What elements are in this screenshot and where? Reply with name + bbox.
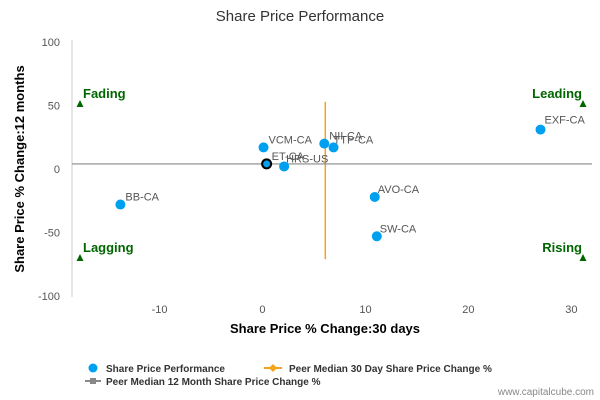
data-point-label: NII-CA — [329, 131, 363, 143]
x-tick-label: -10 — [152, 304, 168, 316]
data-point-nii-ca — [319, 138, 330, 149]
data-point-et-ca — [261, 158, 272, 169]
quadrant-marker-icon — [579, 254, 587, 261]
legend-label: Peer Median 30 Day Share Price Change % — [289, 364, 492, 375]
quadrant-label-rising: Rising — [542, 240, 582, 255]
subject-company-marker — [261, 158, 273, 170]
chart-legend: Share Price Performance Peer Median 30 Da… — [85, 363, 492, 388]
x-tick-label: 30 — [565, 304, 577, 316]
x-axis-title: Share Price % Change:30 days — [230, 321, 420, 336]
data-point-sw-ca — [371, 231, 382, 242]
data-point-label: BB-CA — [125, 192, 159, 204]
credit-text: www.capitalcube.com — [497, 387, 594, 398]
data-point-label: HRS-US — [286, 153, 328, 165]
y-tick-label: -100 — [38, 291, 60, 303]
data-point-exf-ca — [535, 124, 546, 135]
legend-square-icon — [90, 378, 96, 384]
data-point-label: VCM-CA — [269, 134, 313, 146]
quadrant-labels: Fading Leading Lagging Rising — [76, 86, 587, 261]
legend-label: Peer Median 12 Month Share Price Change … — [106, 377, 321, 388]
quadrant-marker-icon — [579, 100, 587, 107]
quadrant-label-leading: Leading — [532, 86, 582, 101]
data-point-label: ET-CA — [272, 151, 305, 163]
x-tick-labels: -10 0 10 20 30 — [152, 304, 578, 316]
data-point-hrs-us — [279, 161, 290, 172]
legend-dot-icon — [88, 363, 98, 373]
data-point-label: EXF-CA — [545, 115, 586, 127]
legend-diamond-icon — [269, 364, 277, 372]
y-axis-title: Share Price % Change:12 months — [12, 65, 27, 272]
data-point-label: SW-CA — [380, 223, 417, 235]
data-point-vcm-ca — [258, 142, 269, 153]
quadrant-label-fading: Fading — [83, 86, 126, 101]
legend-label: Share Price Performance — [106, 364, 225, 375]
quadrant-marker-icon — [76, 100, 84, 107]
data-point-label: TTP-CA — [334, 134, 374, 146]
y-tick-label: 100 — [42, 37, 60, 49]
quadrant-marker-icon — [76, 254, 84, 261]
data-point-avo-ca — [369, 191, 380, 202]
data-point-bb-ca — [115, 199, 126, 210]
y-tick-label: 0 — [54, 164, 60, 176]
x-tick-label: 0 — [259, 304, 265, 316]
chart-title: Share Price Performance — [216, 8, 384, 25]
data-point-ttp-ca — [328, 142, 339, 153]
reference-lines — [72, 101, 592, 260]
x-tick-label: 10 — [359, 304, 371, 316]
y-tick-labels: -100 -50 0 50 100 — [38, 37, 60, 303]
y-tick-label: 50 — [48, 101, 60, 113]
data-point-label: AVO-CA — [378, 184, 420, 196]
quadrant-label-lagging: Lagging — [83, 240, 134, 255]
x-tick-label: 20 — [462, 304, 474, 316]
y-tick-label: -50 — [44, 228, 60, 240]
